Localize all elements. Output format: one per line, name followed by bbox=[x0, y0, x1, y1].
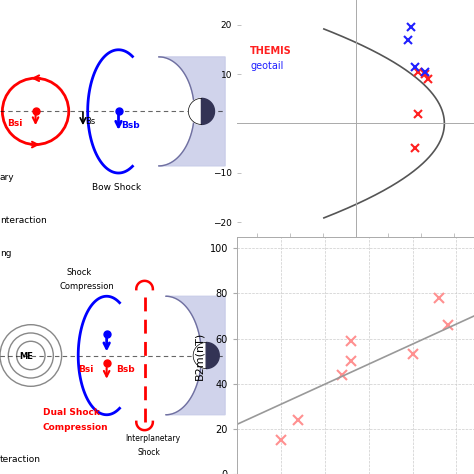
Text: THEMIS: THEMIS bbox=[250, 46, 292, 56]
Text: Bsi: Bsi bbox=[78, 365, 93, 374]
Text: Shock: Shock bbox=[137, 448, 160, 457]
Polygon shape bbox=[193, 342, 206, 369]
Y-axis label: B2m(nT): B2m(nT) bbox=[194, 331, 204, 380]
Polygon shape bbox=[159, 57, 225, 166]
Text: Bsb: Bsb bbox=[116, 365, 135, 374]
Text: geotail: geotail bbox=[250, 61, 283, 71]
Text: Interplanetary: Interplanetary bbox=[126, 434, 181, 443]
Polygon shape bbox=[201, 99, 214, 124]
Text: teraction: teraction bbox=[0, 455, 41, 464]
Text: Dual Shock: Dual Shock bbox=[43, 408, 100, 417]
Text: ary: ary bbox=[0, 173, 15, 182]
Text: Shock: Shock bbox=[66, 268, 91, 277]
Polygon shape bbox=[166, 296, 225, 415]
Text: Bsi: Bsi bbox=[7, 118, 22, 128]
Text: Bsb: Bsb bbox=[121, 121, 139, 130]
Text: ME: ME bbox=[19, 352, 33, 361]
Text: ng: ng bbox=[0, 249, 11, 258]
Text: c): c) bbox=[314, 258, 326, 271]
Text: Compression: Compression bbox=[43, 423, 108, 432]
Text: Compression: Compression bbox=[59, 282, 114, 291]
Text: nteraction: nteraction bbox=[0, 216, 47, 225]
Text: Bs: Bs bbox=[85, 118, 96, 127]
Polygon shape bbox=[206, 342, 219, 369]
Text: Bow Shock: Bow Shock bbox=[92, 182, 142, 191]
Polygon shape bbox=[189, 99, 201, 124]
